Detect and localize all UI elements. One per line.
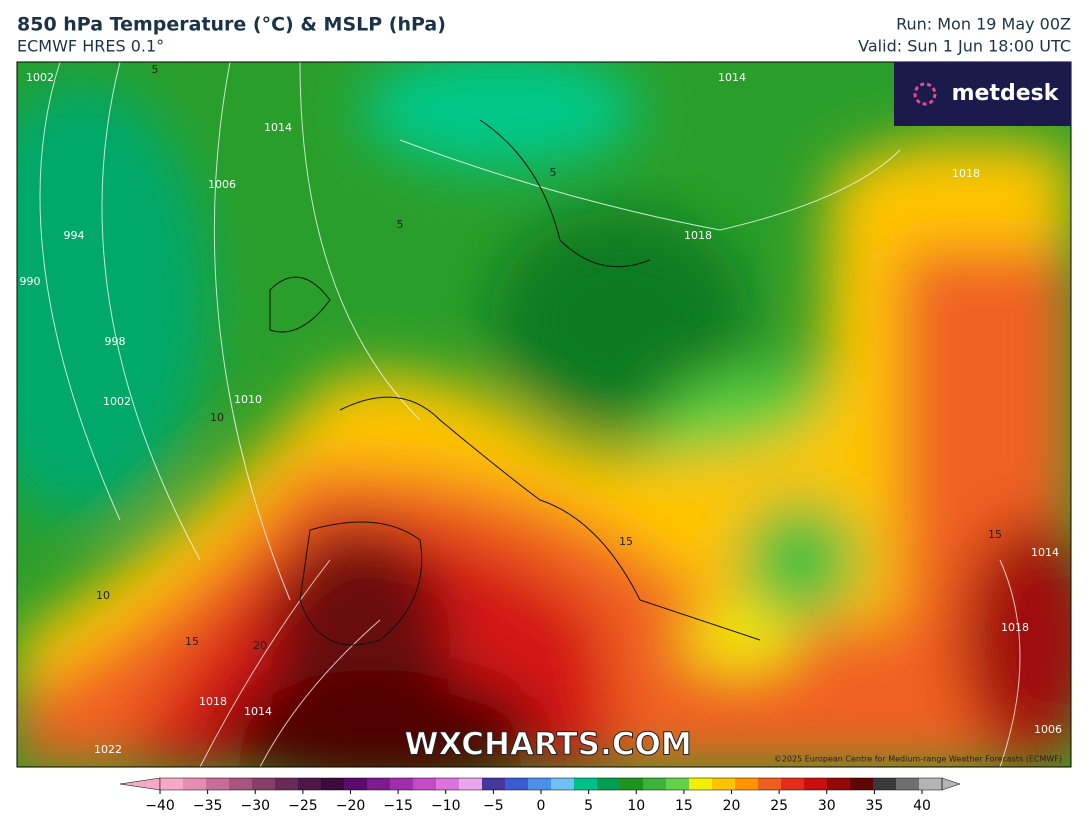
contour-label: 1014 [1031, 546, 1059, 559]
colorbar-swatch [528, 778, 552, 790]
logo-icon [913, 82, 937, 106]
contour-label: 998 [105, 335, 126, 348]
colorbar-swatch [390, 778, 414, 790]
colorbar-swatch [459, 778, 483, 790]
contour-label: 1002 [26, 71, 54, 84]
colorbar-swatch [620, 778, 644, 790]
contour-label: 994 [64, 229, 85, 242]
colorbar-left-arrow [119, 777, 161, 791]
colorbar-tick-label: 40 [913, 798, 931, 814]
copyright: ©2025 European Centre for Medium-range W… [774, 755, 1062, 764]
colorbar-tick-label: −25 [288, 798, 318, 814]
colorbar-swatch [873, 778, 897, 790]
colorbar-tick-label: 0 [537, 798, 546, 814]
colorbar-tick-label: −30 [240, 798, 270, 814]
colorbar-swatch [643, 778, 667, 790]
colorbar-swatch [160, 778, 184, 790]
colorbar-swatch [712, 778, 736, 790]
colorbar-swatch [367, 778, 391, 790]
contour-label: 15 [988, 528, 1002, 541]
contour-label: 5 [550, 166, 557, 179]
colorbar-swatch [298, 778, 322, 790]
colorbar-tick-label: 15 [675, 798, 693, 814]
colorbar-swatch [482, 778, 506, 790]
colorbar-tick-label: −35 [193, 798, 223, 814]
colorbar-swatch [252, 778, 276, 790]
contour-label: 1006 [1034, 723, 1062, 736]
colorbar-tick-label: 30 [818, 798, 836, 814]
logo-box [894, 62, 1071, 126]
contour-label: 20 [253, 639, 267, 652]
colorbar-tick-label: −5 [483, 798, 504, 814]
contour-label: 15 [185, 635, 199, 648]
valid: Valid: Sun 1 Jun 18:00 UTC [858, 37, 1071, 56]
contour-label: 10 [210, 411, 224, 424]
map [17, 62, 1071, 767]
colorbar-swatch [597, 778, 621, 790]
colorbar-swatch [666, 778, 690, 790]
map-frame [16, 61, 1072, 768]
contour-label: 15 [619, 535, 633, 548]
contour-label: 1022 [94, 743, 122, 756]
watermark: WXCHARTS.COM [404, 727, 691, 763]
colorbar-swatch [505, 778, 529, 790]
colorbar-swatch [229, 778, 253, 790]
contour-label: 990 [20, 275, 41, 288]
colorbar-swatch [413, 778, 437, 790]
colorbar-swatch [436, 778, 460, 790]
colorbar-swatch [183, 778, 207, 790]
colorbar-tick-label: 20 [723, 798, 741, 814]
colorbar-swatch [735, 778, 759, 790]
colorbar-tick-label: 10 [627, 798, 645, 814]
contour-label: 1018 [1001, 621, 1029, 634]
colorbar-swatch [896, 778, 920, 790]
colorbar-swatch [850, 778, 874, 790]
colorbar-right-arrow [941, 777, 961, 791]
contour-label: 1010 [234, 393, 262, 406]
title: 850 hPa Temperature (°C) & MSLP (hPa) [17, 14, 446, 36]
run: Run: Mon 19 May 00Z [896, 15, 1071, 34]
colorbar-tick-label: −15 [383, 798, 413, 814]
colorbar-tick-label: 25 [770, 798, 788, 814]
colorbar-swatch [321, 778, 345, 790]
contour-label: 1002 [103, 395, 131, 408]
contour-label: 1018 [199, 695, 227, 708]
colorbar-tick-label: −20 [336, 798, 366, 814]
colorbar-swatch [344, 778, 368, 790]
contour-label: 1014 [244, 705, 272, 718]
contour-label: 1014 [718, 71, 746, 84]
contour-label: 5 [152, 63, 159, 76]
colorbar-swatch [275, 778, 299, 790]
colorbar-swatch [758, 778, 782, 790]
colorbar-swatch [551, 778, 575, 790]
contour-label: 1014 [264, 121, 292, 134]
colorbar-swatch [206, 778, 230, 790]
logo-text: metdesk [952, 81, 1060, 106]
colorbar-tick-label: −10 [431, 798, 461, 814]
colorbar-frame [159, 777, 943, 791]
colorbar-tick-label: 5 [584, 798, 593, 814]
contour-label: 1018 [952, 167, 980, 180]
contour-label: 1018 [684, 229, 712, 242]
colorbar-swatch [827, 778, 851, 790]
contour-label: 10 [96, 589, 110, 602]
colorbar-tick-label: −40 [145, 798, 175, 814]
colorbar-swatch [689, 778, 713, 790]
colorbar-tick-label: 35 [865, 798, 883, 814]
contour-label: 1006 [208, 178, 236, 191]
colorbar-swatch [804, 778, 828, 790]
colorbar-swatch [781, 778, 805, 790]
contour-label: 5 [397, 218, 404, 231]
colorbar-swatch [919, 778, 943, 790]
subtitle: ECMWF HRES 0.1° [17, 37, 164, 56]
colorbar-swatch [574, 778, 598, 790]
